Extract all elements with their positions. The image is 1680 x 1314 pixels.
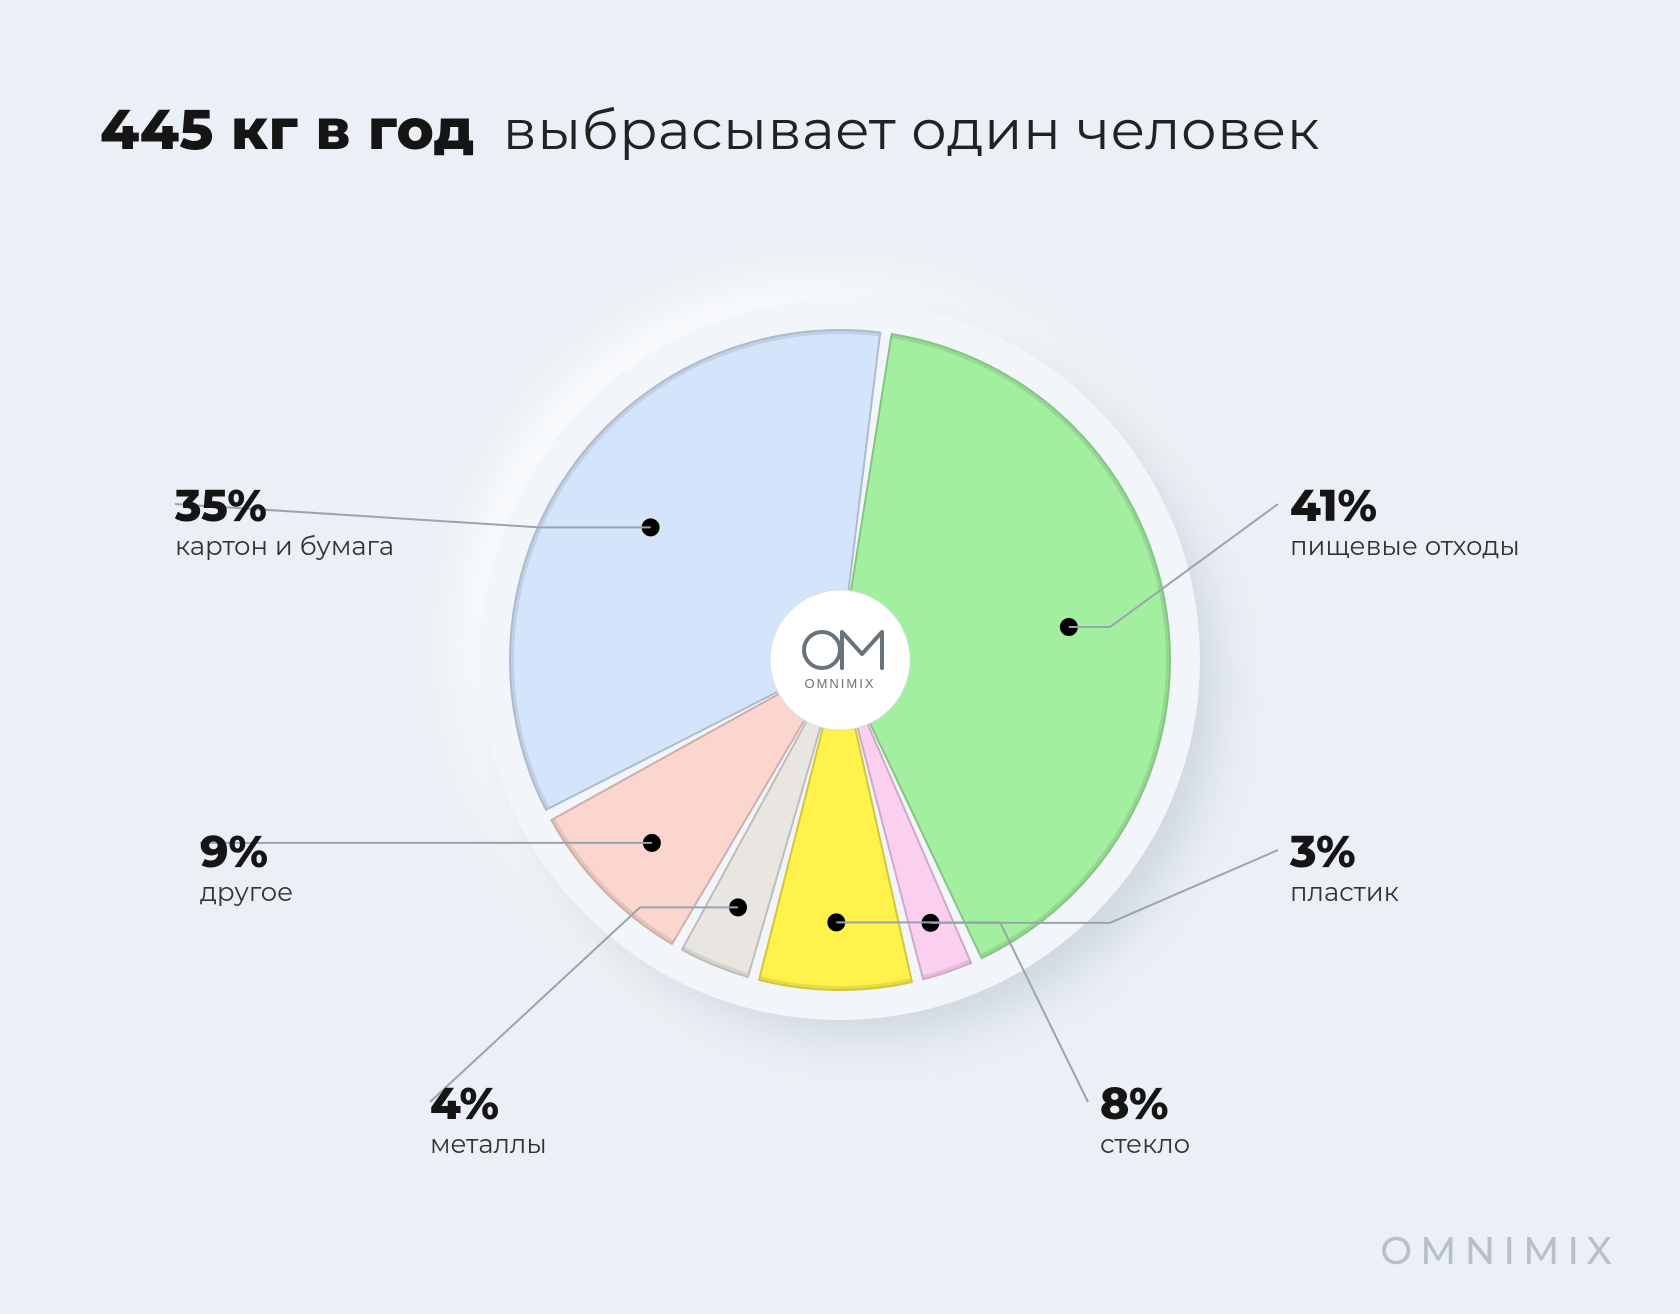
label-plastic: 3%пластик bbox=[1290, 828, 1399, 907]
label-name-plastic: пластик bbox=[1290, 878, 1399, 907]
label-pct-paper: 35% bbox=[175, 482, 394, 530]
label-pct-metals: 4% bbox=[430, 1080, 547, 1128]
brand-wordmark: OMNIMIX bbox=[1380, 1227, 1620, 1274]
label-name-metals: металлы bbox=[430, 1130, 547, 1159]
label-name-food: пищевые отходы bbox=[1290, 532, 1520, 561]
label-name-other: другое bbox=[200, 878, 293, 907]
label-metals: 4%металлы bbox=[430, 1080, 547, 1159]
label-glass: 8%стекло bbox=[1100, 1080, 1190, 1159]
label-name-paper: картон и бумага bbox=[175, 532, 394, 561]
center-logo-text: OMNIMIX bbox=[804, 676, 875, 691]
label-pct-other: 9% bbox=[200, 828, 293, 876]
label-pct-plastic: 3% bbox=[1290, 828, 1399, 876]
infographic-canvas: 445 кг в годвыбрасывает один человек OMN… bbox=[0, 0, 1680, 1314]
label-name-glass: стекло bbox=[1100, 1130, 1190, 1159]
label-other: 9%другое bbox=[200, 828, 293, 907]
label-paper: 35%картон и бумага bbox=[175, 482, 394, 561]
label-food: 41%пищевые отходы bbox=[1290, 482, 1520, 561]
pie-chart: OMNIMIX bbox=[0, 0, 1680, 1314]
label-pct-glass: 8% bbox=[1100, 1080, 1190, 1128]
label-pct-food: 41% bbox=[1290, 482, 1520, 530]
